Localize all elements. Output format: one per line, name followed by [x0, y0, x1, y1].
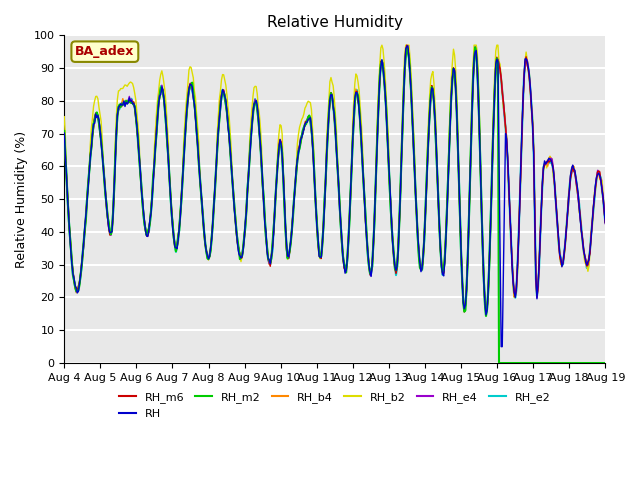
RH [602, 220, 609, 226]
RH_e4 [403, 42, 411, 48]
RH [506, 210, 514, 216]
RH_m6 [317, 256, 325, 262]
Line: RH_m2: RH_m2 [64, 48, 605, 363]
RH_m6 [60, 128, 68, 133]
RH_m2 [60, 128, 68, 134]
RH_e2 [60, 133, 68, 139]
RH_e2 [506, 208, 514, 214]
RH_e4 [60, 133, 68, 139]
RH_e4 [383, 110, 390, 116]
RH_m2 [602, 360, 609, 366]
RH_m2 [506, 360, 514, 366]
RH_b4 [482, 309, 490, 315]
RH_m2 [383, 106, 390, 112]
RH_e2 [482, 312, 490, 317]
RH [317, 254, 325, 260]
RH_e2 [353, 87, 361, 93]
RH_b4 [591, 194, 598, 200]
RH_b2 [317, 251, 325, 257]
RH_e4 [321, 204, 328, 210]
RH_b2 [321, 203, 328, 209]
RH_e4 [602, 221, 609, 227]
RH_m2 [353, 90, 361, 96]
RH_b2 [602, 220, 609, 226]
Line: RH_b4: RH_b4 [64, 47, 605, 312]
Y-axis label: Relative Humidity (%): Relative Humidity (%) [15, 131, 28, 268]
RH [321, 204, 328, 210]
RH_m6 [403, 42, 411, 48]
RH_b4 [321, 198, 328, 204]
RH_m2 [471, 45, 479, 50]
RH_e4 [482, 309, 490, 315]
Line: RH_e2: RH_e2 [64, 47, 605, 314]
RH [591, 194, 598, 200]
Line: RH_b2: RH_b2 [64, 45, 605, 314]
RH_b4 [353, 93, 361, 98]
RH_e2 [403, 44, 411, 49]
RH_m6 [321, 203, 328, 209]
RH_b4 [383, 109, 390, 115]
RH_e2 [321, 199, 328, 205]
RH_e2 [602, 219, 609, 225]
RH_b4 [506, 210, 514, 216]
RH_m6 [602, 219, 609, 225]
RH_m6 [353, 88, 361, 94]
RH_m6 [383, 108, 390, 114]
RH_b2 [378, 42, 386, 48]
RH [60, 130, 68, 136]
RH_e4 [317, 252, 325, 258]
Line: RH: RH [64, 46, 605, 347]
RH_b2 [506, 209, 514, 215]
RH_b4 [403, 44, 411, 49]
RH_b4 [60, 130, 68, 136]
RH_e4 [506, 208, 514, 214]
RH_b2 [60, 114, 68, 120]
Line: RH_m6: RH_m6 [64, 45, 605, 313]
Text: BA_adex: BA_adex [75, 45, 134, 58]
RH_m2 [321, 200, 328, 205]
RH [383, 111, 390, 117]
RH_b4 [317, 252, 325, 258]
RH_m6 [506, 206, 514, 212]
RH_e2 [317, 254, 325, 260]
RH_b2 [591, 190, 598, 195]
RH [353, 90, 361, 96]
Line: RH_e4: RH_e4 [64, 45, 605, 312]
RH_e2 [591, 197, 598, 203]
RH_e4 [353, 89, 361, 95]
RH_m2 [317, 253, 325, 259]
RH_b2 [482, 311, 490, 317]
RH_m6 [591, 194, 598, 200]
RH_m2 [591, 360, 598, 366]
RH [497, 344, 505, 349]
Legend: RH_m6, RH, RH_m2, RH_b4, RH_b2, RH_e4, RH_e2: RH_m6, RH, RH_m2, RH_b4, RH_b2, RH_e4, R… [115, 388, 555, 423]
RH_m6 [482, 311, 490, 316]
RH_b2 [353, 73, 361, 79]
RH_b2 [383, 117, 391, 122]
RH_e4 [591, 193, 598, 199]
Title: Relative Humidity: Relative Humidity [267, 15, 403, 30]
RH_m2 [495, 360, 503, 366]
RH_e2 [383, 109, 390, 115]
RH_b4 [602, 219, 609, 225]
RH [404, 43, 412, 48]
